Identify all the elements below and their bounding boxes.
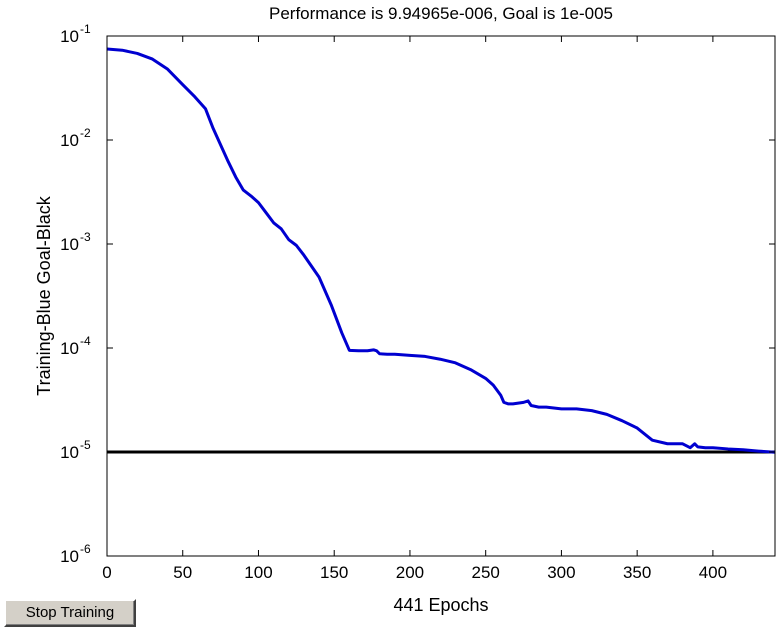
- x-tick-label: 300: [547, 563, 575, 582]
- y-tick-label: 10 -3: [60, 230, 91, 254]
- y-tick-base: 10: [60, 443, 79, 462]
- y-tick-base: 10: [60, 235, 79, 254]
- y-tick-base: 10: [60, 131, 79, 150]
- y-tick-base: 10: [60, 27, 79, 46]
- ticks-layer: 0 50 100 150 200 250 300 350 40010-610-510-410-3…: [60, 22, 775, 582]
- stop-training-button[interactable]: Stop Training: [4, 599, 136, 627]
- y-tick-label: 10 -6: [60, 542, 91, 566]
- x-tick-label: 350: [623, 563, 651, 582]
- x-tick-label: 150: [320, 563, 348, 582]
- x-tick-label: 0: [102, 563, 111, 582]
- y-tick-exponent: -3: [80, 230, 91, 244]
- x-axis-label: 441 Epochs: [393, 595, 488, 615]
- y-tick-label: 10 -2: [60, 126, 91, 150]
- y-tick-base: 10: [60, 339, 79, 358]
- y-tick-label: 10 -5: [60, 438, 91, 462]
- x-tick-label: 200: [396, 563, 424, 582]
- y-tick-base: 10: [60, 547, 79, 566]
- y-tick-exponent: -5: [80, 438, 91, 452]
- training-line: [106, 47, 776, 454]
- x-tick-label: 100: [244, 563, 272, 582]
- y-tick-exponent: -6: [80, 542, 91, 556]
- plot-area: [107, 36, 775, 556]
- chart-title: Performance is 9.94965e-006, Goal is 1e-…: [269, 4, 613, 23]
- y-tick-label: 10 -1: [60, 22, 91, 46]
- x-tick-label: 250: [471, 563, 499, 582]
- y-tick-exponent: -2: [80, 126, 91, 140]
- y-axis-label: Training-Blue Goal-Black: [34, 195, 54, 395]
- y-tick-exponent: -4: [80, 334, 91, 348]
- x-tick-label: 400: [699, 563, 727, 582]
- y-tick-label: 10 -4: [60, 334, 91, 358]
- series-layer: [106, 47, 776, 454]
- plot-frame: [106, 35, 776, 557]
- x-tick-label: 50: [173, 563, 192, 582]
- y-tick-exponent: -1: [80, 22, 91, 36]
